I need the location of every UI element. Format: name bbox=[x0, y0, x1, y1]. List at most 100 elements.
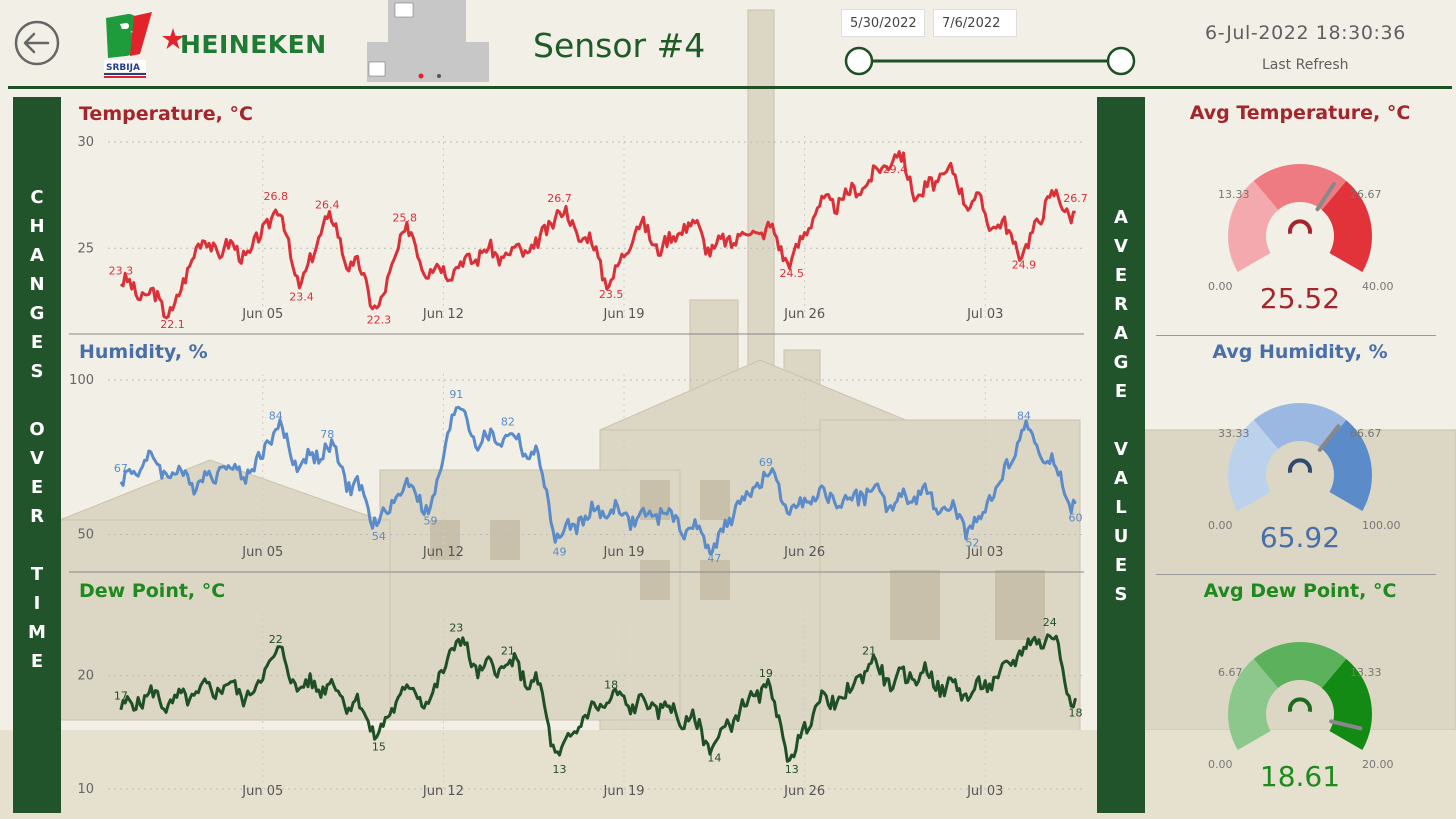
humidity-data-point bbox=[842, 500, 844, 502]
dewpoint-data-point bbox=[894, 680, 896, 682]
dewpoint-data-point bbox=[713, 743, 715, 745]
avg-dewpoint-gauge-title: Avg Dew Point, °C bbox=[1203, 580, 1397, 602]
dewpoint-data-point bbox=[120, 709, 122, 711]
dewpoint-data-label: 22 bbox=[269, 633, 283, 646]
dewpoint-data-label: 21 bbox=[862, 644, 876, 657]
date-range-slider[interactable] bbox=[843, 44, 1137, 78]
x-tick-label: Jun 26 bbox=[783, 784, 825, 799]
humidity-data-label: 59 bbox=[424, 515, 438, 528]
slider-end-handle[interactable] bbox=[1106, 46, 1136, 76]
temperature-data-point bbox=[1075, 211, 1077, 213]
dewpoint-data-label: 15 bbox=[372, 740, 386, 753]
humidity-data-label: 78 bbox=[320, 428, 334, 441]
humidity-data-label: 91 bbox=[449, 388, 463, 401]
temperature-data-point bbox=[946, 171, 948, 173]
humidity-data-point bbox=[559, 537, 561, 539]
line-charts-panel: Temperature, °C 25 30 Jun 05 Jun 12 Jun 19 Jun… bbox=[69, 103, 1088, 799]
x-tick-label: Jul 03 bbox=[966, 784, 1003, 799]
humidity-data-label: 52 bbox=[965, 536, 979, 549]
temperature-data-point bbox=[120, 283, 122, 285]
humidity-data-point bbox=[507, 435, 509, 437]
average-values-letter: L bbox=[1115, 497, 1127, 518]
avg-temperature-gauge-value: 25.52 bbox=[1259, 282, 1341, 315]
temperature-data-point bbox=[481, 252, 483, 253]
dewpoint-data-point bbox=[430, 697, 432, 699]
dewpoint-data-point bbox=[1049, 635, 1051, 637]
avg-temperature-gauge-tick: 13.33 bbox=[1218, 188, 1250, 201]
dewpoint-data-label: 18 bbox=[604, 678, 618, 691]
temperature-data-point bbox=[997, 224, 999, 226]
y-tick-label: 25 bbox=[77, 241, 94, 256]
humidity-data-point bbox=[172, 472, 174, 474]
avg-dewpoint-gauge-band bbox=[1228, 658, 1279, 750]
dewpoint-data-point bbox=[507, 663, 509, 665]
temperature-data-label: 23.4 bbox=[289, 290, 314, 303]
average-values-letter: G bbox=[1113, 352, 1129, 373]
humidity-data-point bbox=[688, 527, 690, 529]
temperature-data-point bbox=[1023, 249, 1025, 251]
date-start-input[interactable]: 5/30/2022 bbox=[841, 9, 925, 37]
average-values-letter: A bbox=[1114, 323, 1128, 344]
dewpoint-data-point bbox=[455, 641, 457, 643]
temperature-data-point bbox=[507, 254, 509, 256]
dewpoint-data-label: 14 bbox=[707, 752, 721, 765]
avg-humidity-gauge-tick: 66.67 bbox=[1350, 427, 1382, 440]
temperature-data-point bbox=[662, 245, 664, 247]
x-tick-label: Jul 03 bbox=[966, 545, 1003, 560]
avg-dewpoint-gauge-needle bbox=[1329, 719, 1363, 731]
dewpoint-data-point bbox=[146, 695, 148, 697]
humidity-data-label: 60 bbox=[1069, 512, 1083, 525]
dewpoint-data-label: 21 bbox=[501, 644, 515, 657]
slider-start-handle[interactable] bbox=[844, 46, 874, 76]
changes-over-time-letter: E bbox=[30, 332, 44, 353]
dewpoint-data-label: 23 bbox=[449, 622, 463, 635]
gauges-panel: Avg Temperature, °C 0.00 13.33 26.67 40.00 25… bbox=[1150, 96, 1450, 814]
dewpoint-data-point bbox=[223, 685, 225, 687]
avg-humidity-gauge-center bbox=[1288, 458, 1312, 474]
avg-humidity-gauge-value: 65.92 bbox=[1259, 521, 1341, 554]
average-values-letter: V bbox=[1114, 236, 1128, 257]
temperature-data-point bbox=[275, 209, 277, 211]
temperature-data-label: 22.1 bbox=[160, 318, 185, 331]
temperature-data-point bbox=[842, 198, 844, 200]
temperature-data-point bbox=[920, 194, 922, 196]
avg-humidity-gauge bbox=[1228, 402, 1372, 511]
x-tick-label: Jun 19 bbox=[603, 784, 645, 799]
dewpoint-data-point bbox=[842, 697, 844, 699]
dewpoint-data-point bbox=[584, 714, 586, 716]
dewpoint-data-point bbox=[971, 692, 973, 694]
temperature-data-label: 24.5 bbox=[779, 267, 804, 280]
date-end-input[interactable]: 7/6/2022 bbox=[933, 9, 1017, 37]
y-tick-label: 30 bbox=[77, 135, 94, 150]
temperature-data-point bbox=[817, 207, 819, 209]
humidity-data-point bbox=[352, 484, 354, 486]
changes-over-time-letter: C bbox=[30, 187, 44, 208]
x-tick-label: Jun 05 bbox=[241, 545, 283, 560]
changes-over-time-letter: S bbox=[30, 361, 44, 382]
avg-dewpoint-gauge-center bbox=[1288, 697, 1312, 713]
temperature-data-label: 23.3 bbox=[109, 264, 134, 277]
x-tick-label: Jun 19 bbox=[603, 545, 645, 560]
average-values-letter: A bbox=[1114, 207, 1128, 228]
dewpoint-data-point bbox=[997, 677, 999, 679]
dewpoint-chart: Dew Point, °C 10 20 Jun 05 Jun 12 Jun 19 Jun 2… bbox=[77, 580, 1082, 799]
humidity-data-point bbox=[971, 527, 973, 529]
temperature-data-label: 23.5 bbox=[599, 288, 624, 301]
average-values-letter: E bbox=[1114, 265, 1128, 286]
humidity-data-point bbox=[584, 515, 586, 517]
temperature-data-point bbox=[223, 247, 225, 249]
temperature-data-point bbox=[301, 281, 303, 283]
floor-map-thumbnail[interactable] bbox=[367, 0, 489, 82]
humidity-data-point bbox=[713, 543, 715, 545]
back-arrow-icon[interactable] bbox=[14, 20, 60, 66]
temperature-data-point bbox=[404, 230, 406, 232]
y-tick-label: 50 bbox=[77, 528, 94, 543]
temperature-data-point bbox=[610, 279, 612, 281]
humidity-data-point bbox=[326, 447, 328, 449]
avg-dewpoint-gauge-tick: 20.00 bbox=[1362, 758, 1394, 771]
humidity-data-point bbox=[920, 493, 922, 495]
temperature-data-point bbox=[172, 309, 174, 311]
dewpoint-data-point bbox=[662, 706, 664, 708]
dewpoint-data-point bbox=[791, 754, 793, 756]
humidity-data-point bbox=[249, 472, 251, 474]
